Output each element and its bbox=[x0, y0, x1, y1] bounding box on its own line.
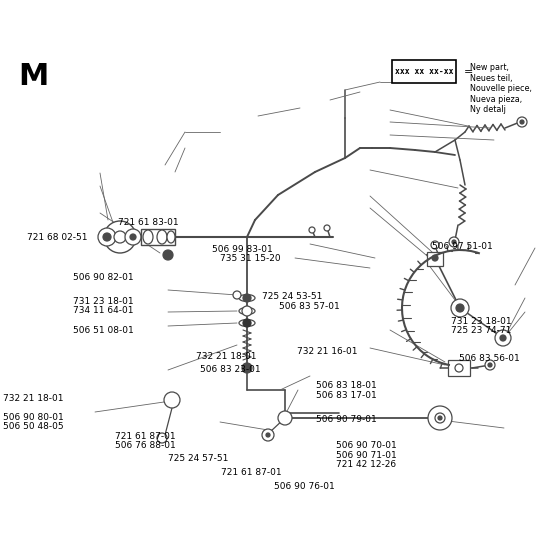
Circle shape bbox=[164, 392, 180, 408]
Text: 731 23 18-01: 731 23 18-01 bbox=[73, 297, 133, 306]
Text: 506 90 79-01: 506 90 79-01 bbox=[316, 415, 377, 424]
Text: 506 99 83-01: 506 99 83-01 bbox=[212, 245, 272, 254]
Circle shape bbox=[517, 117, 527, 127]
Text: 506 76 88-01: 506 76 88-01 bbox=[115, 441, 175, 450]
Circle shape bbox=[266, 433, 270, 437]
Text: 721 61 87-01: 721 61 87-01 bbox=[221, 468, 282, 477]
Circle shape bbox=[262, 429, 274, 441]
Circle shape bbox=[438, 416, 442, 420]
Text: 732 21 18-01: 732 21 18-01 bbox=[196, 352, 256, 361]
Bar bbox=[141, 229, 175, 245]
Circle shape bbox=[243, 294, 251, 302]
Text: 506 83 57-01: 506 83 57-01 bbox=[279, 302, 339, 311]
Text: 731 23 18-01: 731 23 18-01 bbox=[451, 317, 511, 326]
Circle shape bbox=[125, 229, 141, 245]
Text: 725 24 53-51: 725 24 53-51 bbox=[262, 292, 323, 301]
Text: 506 83 56-01: 506 83 56-01 bbox=[459, 354, 520, 363]
Ellipse shape bbox=[143, 230, 153, 244]
Text: 506 83 17-01: 506 83 17-01 bbox=[316, 391, 377, 400]
Circle shape bbox=[485, 360, 495, 370]
Circle shape bbox=[449, 237, 459, 247]
Text: 732 21 18-01: 732 21 18-01 bbox=[3, 394, 63, 403]
Text: 734 11 64-01: 734 11 64-01 bbox=[73, 306, 133, 315]
Circle shape bbox=[98, 228, 116, 246]
Ellipse shape bbox=[239, 307, 255, 315]
Circle shape bbox=[456, 304, 464, 312]
Circle shape bbox=[520, 120, 524, 124]
Circle shape bbox=[324, 225, 330, 231]
Circle shape bbox=[495, 330, 511, 346]
Circle shape bbox=[428, 406, 452, 430]
Text: 506 83 18-01: 506 83 18-01 bbox=[316, 381, 377, 390]
Text: 506 90 82-01: 506 90 82-01 bbox=[73, 273, 133, 282]
Text: 506 90 80-01: 506 90 80-01 bbox=[3, 413, 63, 422]
Text: New part,: New part, bbox=[470, 63, 509, 72]
Text: 732 21 16-01: 732 21 16-01 bbox=[297, 347, 357, 356]
Circle shape bbox=[242, 363, 252, 373]
Text: 721 68 02-51: 721 68 02-51 bbox=[27, 233, 87, 242]
Circle shape bbox=[233, 291, 241, 299]
Circle shape bbox=[243, 319, 251, 327]
Circle shape bbox=[242, 306, 252, 316]
Bar bbox=[392, 60, 456, 83]
Text: 735 31 15-20: 735 31 15-20 bbox=[220, 254, 280, 263]
Text: 506 50 48-05: 506 50 48-05 bbox=[3, 422, 63, 431]
Circle shape bbox=[130, 234, 136, 240]
Circle shape bbox=[455, 364, 463, 372]
Text: M: M bbox=[18, 62, 48, 91]
Ellipse shape bbox=[239, 320, 255, 326]
Circle shape bbox=[435, 413, 445, 423]
Text: 506 83 23-01: 506 83 23-01 bbox=[200, 365, 260, 374]
Circle shape bbox=[451, 299, 469, 317]
Circle shape bbox=[431, 241, 439, 249]
Text: Ny detalj: Ny detalj bbox=[470, 105, 506, 114]
Bar bbox=[427, 252, 443, 266]
Text: 506 90 76-01: 506 90 76-01 bbox=[274, 482, 335, 491]
Text: 506 97 51-01: 506 97 51-01 bbox=[432, 242, 493, 251]
Text: 721 42 12-26: 721 42 12-26 bbox=[336, 460, 396, 469]
Text: xxx xx xx-xx: xxx xx xx-xx bbox=[395, 67, 454, 76]
Text: Neues teil,: Neues teil, bbox=[470, 74, 513, 83]
Circle shape bbox=[278, 411, 292, 425]
Circle shape bbox=[163, 250, 173, 260]
Text: 506 51 08-01: 506 51 08-01 bbox=[73, 326, 133, 335]
Text: Nueva pieza,: Nueva pieza, bbox=[470, 95, 522, 104]
Text: 721 61 87-01: 721 61 87-01 bbox=[115, 432, 175, 441]
Circle shape bbox=[488, 363, 492, 367]
Ellipse shape bbox=[157, 230, 167, 244]
Circle shape bbox=[432, 255, 438, 261]
Text: 725 24 57-51: 725 24 57-51 bbox=[168, 454, 228, 463]
Ellipse shape bbox=[239, 295, 255, 301]
Circle shape bbox=[103, 233, 111, 241]
Text: 721 61 83-01: 721 61 83-01 bbox=[118, 218, 178, 227]
Text: =: = bbox=[463, 67, 473, 77]
Circle shape bbox=[114, 231, 126, 243]
Text: 506 90 70-01: 506 90 70-01 bbox=[336, 441, 396, 450]
Circle shape bbox=[452, 240, 456, 244]
Text: 506 90 71-01: 506 90 71-01 bbox=[336, 451, 396, 460]
Text: Nouvelle piece,: Nouvelle piece, bbox=[470, 85, 532, 94]
Text: 725 23 74-71: 725 23 74-71 bbox=[451, 326, 511, 335]
Circle shape bbox=[500, 335, 506, 341]
Ellipse shape bbox=[167, 231, 175, 243]
Bar bbox=[448, 360, 470, 376]
Circle shape bbox=[157, 433, 167, 443]
Circle shape bbox=[309, 227, 315, 233]
Circle shape bbox=[104, 221, 136, 253]
